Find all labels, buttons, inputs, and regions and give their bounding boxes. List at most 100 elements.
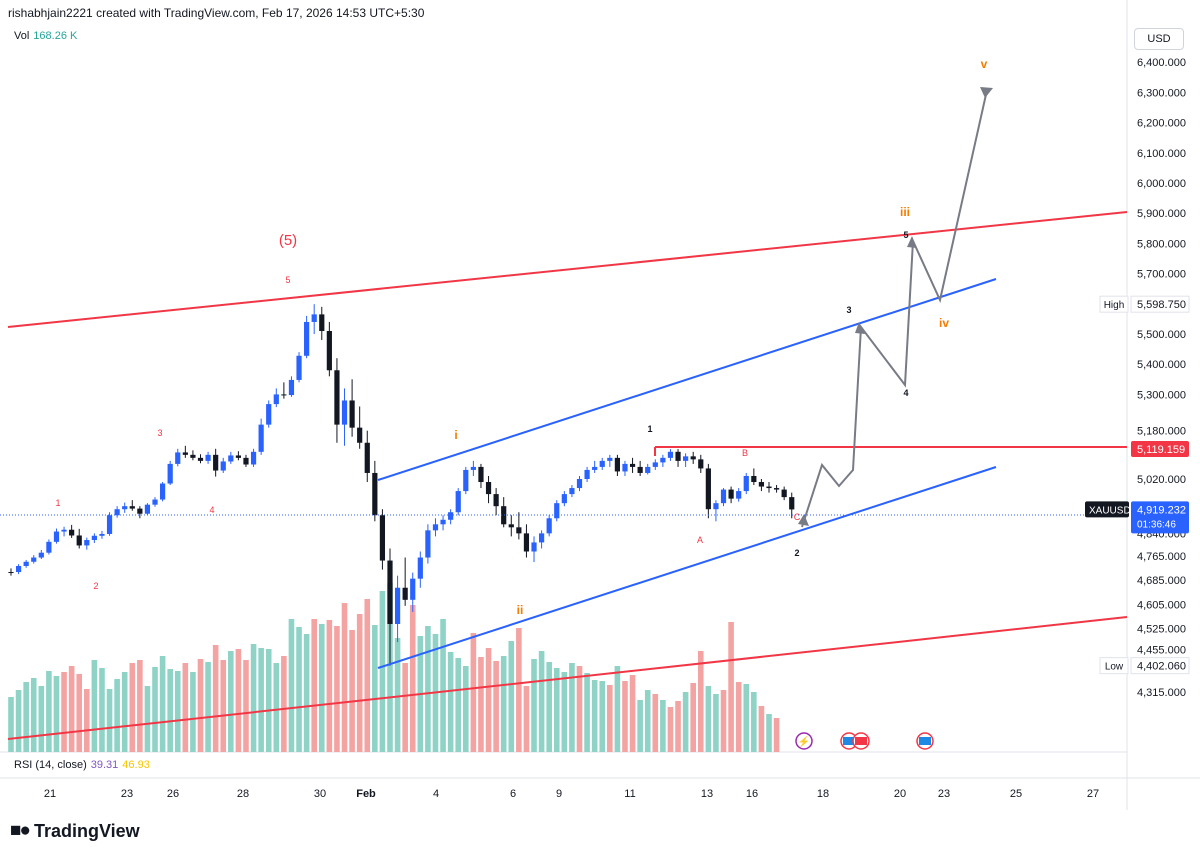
volume-bar — [622, 681, 628, 752]
candle-body — [319, 314, 325, 331]
volume-bar — [576, 666, 583, 752]
candle-body — [455, 491, 461, 513]
candle-body — [197, 457, 204, 461]
candle-body — [61, 529, 67, 532]
wave-label: iv — [939, 316, 949, 330]
volume-bar — [159, 656, 166, 752]
candle-body — [463, 469, 469, 492]
x-tick-label: 18 — [817, 788, 829, 800]
y-tick-label: 6,400.000 — [1137, 57, 1186, 69]
tradingview-logo[interactable]: ■● TradingView — [10, 820, 140, 842]
price-tag-box — [1130, 657, 1190, 675]
volume-bar — [455, 658, 462, 752]
volume-bar — [387, 583, 393, 752]
x-tick-label: 9 — [556, 788, 562, 800]
volume-bar — [447, 652, 454, 752]
candle-body — [91, 535, 97, 541]
candle-body — [137, 508, 143, 514]
wave-label: B — [742, 448, 748, 458]
candle-body — [728, 489, 734, 499]
candle-body — [758, 482, 765, 487]
x-tick-label: 13 — [701, 788, 713, 800]
countdown-value: 01:36:46 — [1137, 519, 1176, 530]
candle-body — [599, 460, 605, 467]
currency-button[interactable]: USD — [1134, 28, 1184, 50]
volume-bar — [485, 648, 492, 752]
candle-body — [554, 503, 560, 519]
candle-body — [539, 533, 545, 543]
volume-bar — [258, 648, 264, 752]
x-tick-label: 26 — [167, 788, 179, 800]
candle-body — [622, 463, 628, 472]
volume-bar — [273, 663, 280, 752]
y-tick-label: 5,900.000 — [1137, 208, 1186, 220]
wave-label: 4 — [903, 388, 908, 398]
candle-body — [160, 483, 166, 500]
candle-body — [705, 468, 711, 510]
volume-bar — [523, 686, 530, 752]
volume-bar — [697, 651, 704, 752]
y-tick-label: 6,300.000 — [1137, 87, 1186, 99]
volume-bar — [508, 641, 515, 752]
volume-bar — [281, 656, 287, 752]
chart-header: rishabhjain2221 created with TradingView… — [8, 6, 425, 20]
candle-body — [38, 552, 44, 558]
lightning-icon[interactable] — [795, 732, 813, 750]
volume-bar — [182, 663, 189, 752]
red-trendline-upper — [7, 211, 1128, 328]
volume-bar — [409, 605, 416, 752]
volume-bar — [137, 660, 143, 752]
x-tick-label: 16 — [746, 788, 758, 800]
candle-body — [106, 515, 113, 534]
volume-bar — [425, 626, 431, 752]
volume-bar — [91, 660, 98, 752]
candle-body — [432, 524, 439, 531]
volume-bar — [758, 706, 765, 752]
volume-bar — [470, 633, 477, 752]
candle-body — [175, 452, 181, 464]
candle-body — [690, 456, 696, 460]
price-tag-value: 5,598.750 — [1137, 299, 1186, 311]
candle-body — [493, 494, 499, 507]
volume-bar — [228, 651, 234, 752]
volume-bar — [235, 649, 242, 752]
y-tick-label: 5,020.000 — [1137, 474, 1186, 486]
candle-body — [523, 533, 530, 552]
projection-arrow-1 — [855, 322, 865, 334]
price-tag-value: 5,119.159 — [1137, 444, 1185, 456]
candle-body — [766, 486, 772, 489]
volume-bar — [190, 672, 196, 752]
volume-bar — [121, 672, 128, 752]
volume-bars — [8, 583, 780, 752]
volume-bar — [30, 678, 37, 752]
blue-channel-lower — [377, 466, 997, 669]
volume-bar — [728, 622, 734, 752]
wave-label: 2 — [794, 548, 799, 558]
volume-bar — [174, 671, 181, 752]
candle-body — [114, 509, 120, 516]
volume-bar — [766, 714, 772, 752]
volume-bar — [243, 660, 249, 752]
candle-body — [69, 529, 75, 536]
wave-label: iii — [900, 205, 910, 219]
us-flag-stripes — [843, 737, 855, 745]
y-tick-label: 5,700.000 — [1137, 269, 1186, 281]
wave-label: 5 — [903, 230, 908, 240]
candle-body — [667, 451, 674, 458]
candle-body — [660, 457, 666, 463]
candle-body — [296, 355, 302, 380]
volume-bar — [478, 657, 484, 752]
volume-bar — [516, 628, 522, 752]
candle-body — [394, 587, 401, 624]
candle-body — [440, 519, 446, 525]
candle-body — [364, 442, 370, 473]
volume-value: 168.26 K — [33, 30, 78, 42]
wave-label: 3 — [157, 428, 162, 438]
candle-body — [645, 466, 651, 473]
wave-label: A — [697, 535, 703, 545]
y-tick-label: 5,400.000 — [1137, 359, 1186, 371]
candle-body — [773, 488, 780, 490]
volume-legend: Vol 168.26 K — [14, 30, 77, 42]
volume-bar — [61, 672, 67, 752]
